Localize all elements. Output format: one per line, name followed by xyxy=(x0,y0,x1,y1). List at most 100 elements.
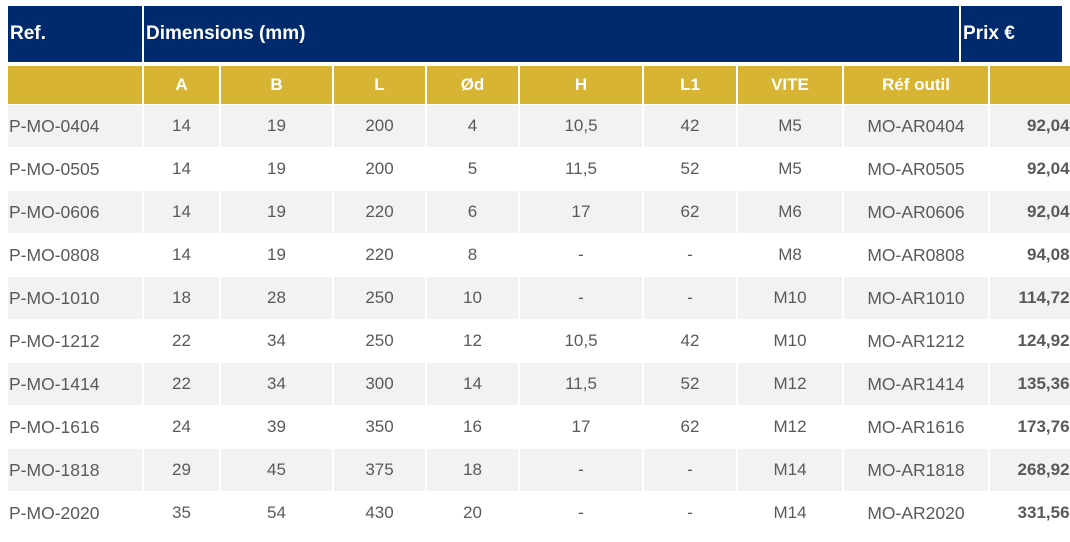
cell-l1: - xyxy=(644,234,736,276)
subheader-cell-empty xyxy=(8,66,142,104)
cell-vite: M8 xyxy=(738,234,842,276)
cell-ref: P-MO-0606 xyxy=(8,191,142,233)
cell-l: 220 xyxy=(334,234,425,276)
cell-diameter: 18 xyxy=(427,449,518,491)
cell-vite: M14 xyxy=(738,492,842,534)
cell-l: 300 xyxy=(334,363,425,405)
cell-b: 54 xyxy=(221,492,332,534)
table-subheader-row: A B L Ød H L1 VITE Réf outil xyxy=(8,66,1070,104)
cell-diameter: 8 xyxy=(427,234,518,276)
cell-b: 19 xyxy=(221,191,332,233)
cell-b: 19 xyxy=(221,148,332,190)
cell-prix: 135,36€ xyxy=(990,363,1070,405)
cell-h: 10,5 xyxy=(520,105,642,147)
cell-ref: P-MO-1212 xyxy=(8,320,142,362)
cell-ref: P-MO-1414 xyxy=(8,363,142,405)
subheader-cell: L xyxy=(334,66,425,104)
price-amount: 114,72 xyxy=(1018,288,1070,307)
cell-ref-outil: MO-AR1212 xyxy=(844,320,988,362)
cell-vite: M5 xyxy=(738,148,842,190)
cell-a: 29 xyxy=(144,449,219,491)
cell-h: 11,5 xyxy=(520,148,642,190)
header-dimensions: Dimensions (mm) xyxy=(144,6,959,62)
cell-diameter: 12 xyxy=(427,320,518,362)
cell-diameter: 6 xyxy=(427,191,518,233)
cell-l: 250 xyxy=(334,320,425,362)
cell-h: 10,5 xyxy=(520,320,642,362)
cell-b: 19 xyxy=(221,105,332,147)
table-row: P-MO-1212 22 34 250 12 10,5 42 M10 MO-AR1212 124,… xyxy=(8,320,1070,362)
cell-a: 14 xyxy=(144,105,219,147)
cell-l1: 62 xyxy=(644,191,736,233)
subheader-cell: Réf outil xyxy=(844,66,988,104)
cell-ref: P-MO-1818 xyxy=(8,449,142,491)
cell-h: 11,5 xyxy=(520,363,642,405)
cell-l: 200 xyxy=(334,148,425,190)
cell-b: 19 xyxy=(221,234,332,276)
cell-ref-outil: MO-AR0404 xyxy=(844,105,988,147)
cell-diameter: 16 xyxy=(427,406,518,448)
price-amount: 173,76 xyxy=(1017,417,1070,436)
cell-vite: M6 xyxy=(738,191,842,233)
cell-prix: 268,92€ xyxy=(990,449,1070,491)
price-amount: 92,04 xyxy=(1026,159,1070,178)
price-amount: 92,04 xyxy=(1026,202,1070,221)
cell-prix: 92,04€ xyxy=(990,148,1070,190)
cell-l: 430 xyxy=(334,492,425,534)
cell-ref: P-MO-2020 xyxy=(8,492,142,534)
cell-l1: - xyxy=(644,492,736,534)
cell-prix: 331,56€ xyxy=(990,492,1070,534)
cell-l1: - xyxy=(644,277,736,319)
cell-h: 17 xyxy=(520,406,642,448)
subheader-cell: L1 xyxy=(644,66,736,104)
cell-b: 34 xyxy=(221,320,332,362)
subheader-cell: H xyxy=(520,66,642,104)
cell-a: 14 xyxy=(144,148,219,190)
cell-prix: 124,92€ xyxy=(990,320,1070,362)
subheader-cell: VITE xyxy=(738,66,842,104)
cell-b: 28 xyxy=(221,277,332,319)
cell-b: 39 xyxy=(221,406,332,448)
subheader-cell: Ød xyxy=(427,66,518,104)
cell-a: 22 xyxy=(144,363,219,405)
cell-h: - xyxy=(520,449,642,491)
cell-h: 17 xyxy=(520,191,642,233)
cell-l: 200 xyxy=(334,105,425,147)
cell-a: 14 xyxy=(144,191,219,233)
cell-h: - xyxy=(520,277,642,319)
cell-ref-outil: MO-AR1010 xyxy=(844,277,988,319)
cell-l1: 42 xyxy=(644,105,736,147)
cell-ref: P-MO-0505 xyxy=(8,148,142,190)
price-amount: 94,08 xyxy=(1026,245,1070,264)
cell-a: 24 xyxy=(144,406,219,448)
cell-diameter: 10 xyxy=(427,277,518,319)
cell-prix: 92,04€ xyxy=(990,105,1070,147)
cell-diameter: 20 xyxy=(427,492,518,534)
header-prix: Prix € xyxy=(961,6,1062,62)
cell-l1: 52 xyxy=(644,363,736,405)
cell-diameter: 4 xyxy=(427,105,518,147)
cell-ref-outil: MO-AR0808 xyxy=(844,234,988,276)
cell-prix: 92,04€ xyxy=(990,191,1070,233)
cell-ref-outil: MO-AR0606 xyxy=(844,191,988,233)
cell-vite: M12 xyxy=(738,406,842,448)
price-amount: 135,36 xyxy=(1017,374,1070,393)
cell-ref: P-MO-1010 xyxy=(8,277,142,319)
cell-ref-outil: MO-AR1414 xyxy=(844,363,988,405)
subheader-cell: B xyxy=(221,66,332,104)
cell-h: - xyxy=(520,492,642,534)
cell-a: 35 xyxy=(144,492,219,534)
cell-l1: - xyxy=(644,449,736,491)
price-table: Ref. Dimensions (mm) Prix € A B L Ød H L1 VITE… xyxy=(8,6,1070,534)
price-amount: 124,92 xyxy=(1017,331,1070,350)
price-amount: 331,56 xyxy=(1017,503,1070,522)
table-row: P-MO-1616 24 39 350 16 17 62 M12 MO-AR1616 173,76… xyxy=(8,406,1070,448)
cell-ref: P-MO-1616 xyxy=(8,406,142,448)
cell-prix: 173,76€ xyxy=(990,406,1070,448)
subheader-cell-empty xyxy=(990,66,1070,104)
